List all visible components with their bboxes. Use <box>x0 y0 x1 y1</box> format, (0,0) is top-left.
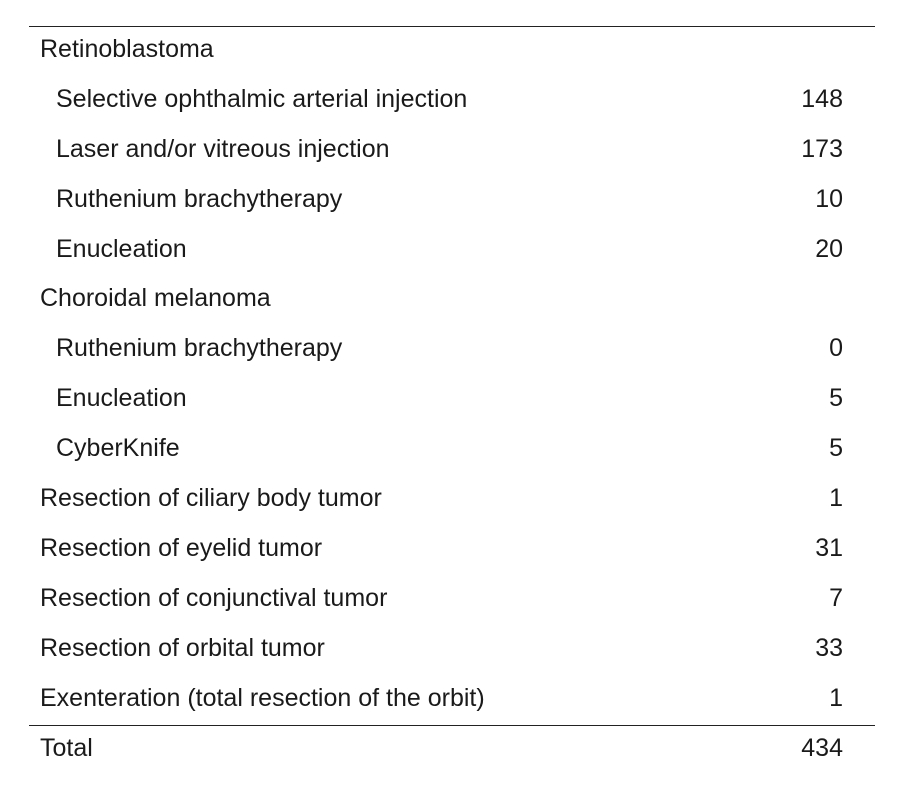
row-label: CyberKnife <box>56 434 180 463</box>
table-row: Ruthenium brachytherapy 0 <box>29 326 875 376</box>
table-row: Laser and/or vitreous injection 173 <box>29 127 875 177</box>
row-value: 1 <box>829 683 843 712</box>
row-label: Retinoblastoma <box>40 35 214 63</box>
row-value: 5 <box>829 434 843 463</box>
table-row: Exenteration (total resection of the orb… <box>29 676 875 726</box>
row-label: Enucleation <box>56 384 187 413</box>
row-label: Enucleation <box>56 234 187 263</box>
row-label: Resection of conjunctival tumor <box>40 583 388 612</box>
table-row: Resection of ciliary body tumor 1 <box>29 476 875 526</box>
table-row: Resection of orbital tumor 33 <box>29 626 875 676</box>
row-label: Exenteration (total resection of the orb… <box>40 683 485 712</box>
table-row: Selective ophthalmic arterial injection … <box>29 77 875 127</box>
row-label: Ruthenium brachytherapy <box>56 184 343 213</box>
row-value: 0 <box>829 334 843 363</box>
row-value: 31 <box>815 533 843 562</box>
table-row: Resection of eyelid tumor 31 <box>29 526 875 576</box>
row-label: Laser and/or vitreous injection <box>56 134 390 163</box>
row-label: Resection of orbital tumor <box>40 633 325 662</box>
table-top-rule <box>29 26 875 27</box>
table-row: Enucleation 5 <box>29 376 875 426</box>
row-value: 33 <box>815 633 843 662</box>
row-label: Resection of eyelid tumor <box>40 533 323 562</box>
table-row-total: Total 434 <box>29 726 875 776</box>
total-value: 434 <box>801 734 843 763</box>
table-row-retinoblastoma: Retinoblastoma <box>29 27 875 77</box>
row-label: Ruthenium brachytherapy <box>56 334 343 363</box>
table-row: CyberKnife 5 <box>29 426 875 476</box>
row-value: 20 <box>815 234 843 263</box>
row-value: 1 <box>829 484 843 513</box>
procedures-table: Retinoblastoma Selective ophthalmic arte… <box>29 26 875 776</box>
row-value: 5 <box>829 384 843 413</box>
row-value: 7 <box>829 583 843 612</box>
table-row: Ruthenium brachytherapy 10 <box>29 177 875 227</box>
total-label: Total <box>40 734 93 763</box>
table-total-rule <box>29 725 875 727</box>
table-row: Enucleation 20 <box>29 227 875 277</box>
table-row-choroidal-melanoma: Choroidal melanoma <box>29 276 875 326</box>
row-label: Choroidal melanoma <box>40 284 271 313</box>
row-value: 173 <box>801 134 843 163</box>
row-value: 148 <box>801 84 843 113</box>
row-label: Selective ophthalmic arterial injection <box>56 84 468 113</box>
table-row: Resection of conjunctival tumor 7 <box>29 576 875 626</box>
row-value: 10 <box>815 184 843 213</box>
row-label: Resection of ciliary body tumor <box>40 484 382 513</box>
